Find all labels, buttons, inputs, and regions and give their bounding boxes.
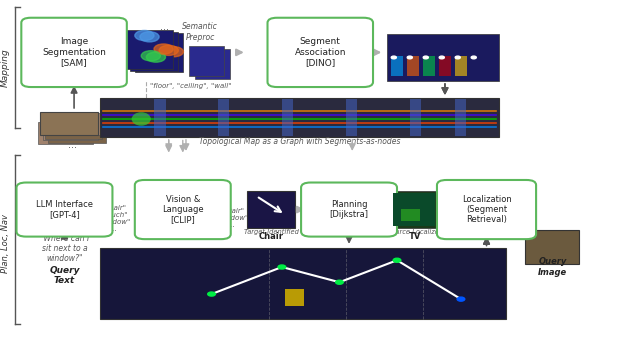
FancyBboxPatch shape: [125, 30, 173, 69]
Circle shape: [154, 44, 173, 54]
Circle shape: [141, 51, 161, 61]
Circle shape: [439, 56, 444, 59]
Circle shape: [455, 56, 460, 59]
Text: "chair"
"window"
...: "chair" "window" ...: [216, 208, 249, 228]
Bar: [422, 56, 435, 76]
FancyBboxPatch shape: [49, 113, 103, 135]
FancyBboxPatch shape: [38, 122, 93, 144]
Circle shape: [147, 52, 166, 62]
Ellipse shape: [132, 112, 151, 126]
FancyBboxPatch shape: [525, 230, 579, 264]
Bar: [154, 99, 166, 136]
Text: Topological Map as a Graph with Segments-as-nodes: Topological Map as a Graph with Segments…: [199, 138, 401, 146]
Text: Vision &
Language
[CLIP]: Vision & Language [CLIP]: [162, 195, 204, 224]
FancyBboxPatch shape: [21, 18, 127, 87]
FancyBboxPatch shape: [131, 32, 179, 71]
FancyBboxPatch shape: [189, 46, 225, 76]
Text: Localization
(Segment
Retrieval): Localization (Segment Retrieval): [461, 195, 511, 224]
Bar: [401, 209, 420, 221]
Bar: [45, 116, 102, 139]
Text: ...: ...: [160, 22, 169, 32]
Text: Mapping: Mapping: [1, 48, 10, 87]
Circle shape: [471, 56, 476, 59]
Circle shape: [145, 33, 164, 43]
Bar: [218, 99, 230, 136]
FancyBboxPatch shape: [390, 191, 438, 228]
Circle shape: [391, 56, 396, 59]
Circle shape: [152, 53, 171, 64]
Bar: [454, 99, 466, 136]
Text: Chair: Chair: [259, 232, 284, 241]
FancyBboxPatch shape: [44, 118, 98, 140]
Bar: [438, 56, 451, 76]
Circle shape: [407, 56, 412, 59]
Bar: [406, 56, 419, 76]
Text: Semantic
Preproc: Semantic Preproc: [182, 22, 218, 42]
Circle shape: [278, 265, 285, 269]
FancyBboxPatch shape: [247, 191, 294, 228]
FancyBboxPatch shape: [195, 49, 230, 79]
Text: Image
Segmentation
[SAM]: Image Segmentation [SAM]: [42, 38, 106, 67]
Text: Source Localized: Source Localized: [387, 228, 443, 235]
FancyBboxPatch shape: [301, 183, 397, 237]
Circle shape: [135, 30, 154, 41]
FancyBboxPatch shape: [135, 180, 231, 239]
Text: Segment
Association
[DINO]: Segment Association [DINO]: [294, 38, 346, 67]
FancyBboxPatch shape: [17, 183, 113, 237]
Text: "chair"
"couch"
"window"
...: "chair" "couch" "window" ...: [98, 204, 131, 232]
Circle shape: [164, 47, 184, 57]
FancyBboxPatch shape: [40, 112, 98, 135]
Text: Query
Image: Query Image: [538, 257, 567, 277]
Circle shape: [457, 297, 465, 301]
Text: "floor", "ceiling", "wall": "floor", "ceiling", "wall": [150, 83, 231, 89]
Text: ...: ...: [68, 140, 77, 150]
FancyBboxPatch shape: [387, 34, 499, 81]
Bar: [282, 99, 293, 136]
Bar: [49, 119, 106, 143]
Bar: [454, 56, 467, 76]
Text: Planning
[Dijkstra]: Planning [Dijkstra]: [330, 200, 369, 219]
Text: LLM Interface
[GPT-4]: LLM Interface [GPT-4]: [36, 200, 93, 219]
Text: Query
Text: Query Text: [49, 266, 80, 285]
Bar: [346, 99, 357, 136]
FancyBboxPatch shape: [437, 180, 536, 239]
Circle shape: [208, 292, 216, 296]
Circle shape: [423, 56, 428, 59]
Bar: [285, 289, 304, 306]
FancyBboxPatch shape: [100, 248, 506, 319]
Bar: [410, 99, 421, 136]
FancyBboxPatch shape: [100, 98, 499, 137]
Circle shape: [335, 280, 343, 284]
Circle shape: [140, 32, 159, 42]
Text: "Where can I
sit next to a
window?": "Where can I sit next to a window?": [40, 234, 89, 263]
Circle shape: [159, 45, 179, 55]
Text: Target Identified: Target Identified: [244, 228, 298, 235]
Bar: [390, 56, 403, 76]
FancyBboxPatch shape: [268, 18, 373, 87]
FancyBboxPatch shape: [136, 33, 184, 72]
Bar: [393, 193, 435, 226]
Text: TV: TV: [409, 232, 421, 241]
Text: Plan, Loc, Nav: Plan, Loc, Nav: [1, 214, 10, 273]
Circle shape: [393, 258, 401, 262]
